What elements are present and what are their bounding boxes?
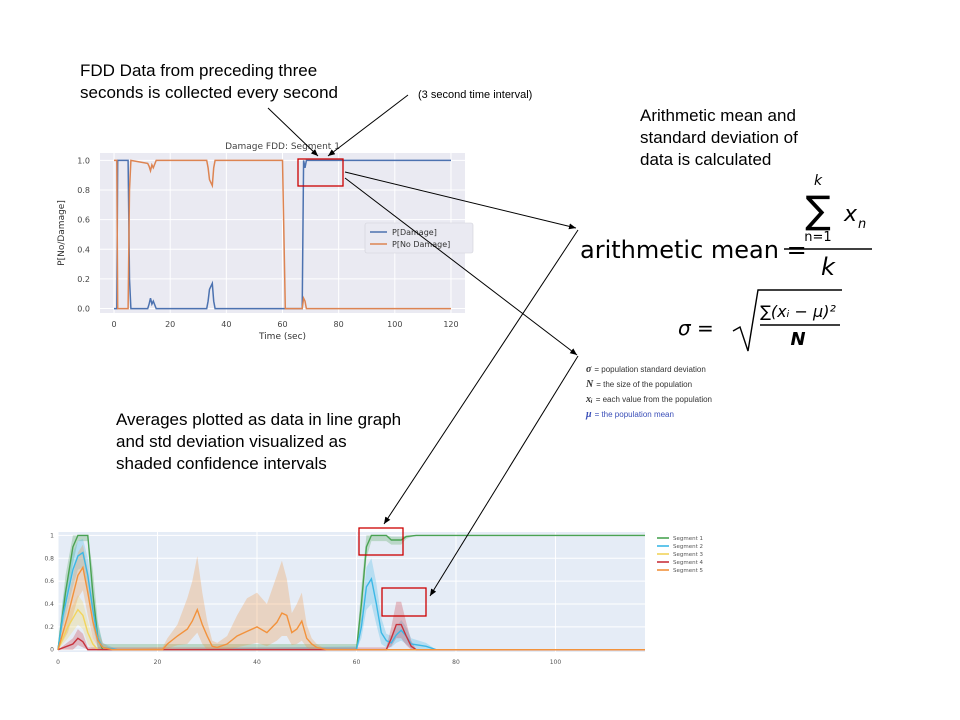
x-tick-label: 40 bbox=[221, 320, 231, 329]
arrow-to-sigma bbox=[344, 177, 578, 356]
callout-averages-line-3: shaded confidence intervals bbox=[116, 454, 327, 473]
legend-entry: Segment 5 bbox=[673, 568, 703, 574]
series-line-segment-5 bbox=[57, 565, 645, 651]
confidence-band-segment-5 bbox=[58, 544, 645, 650]
sum-icon: ∑ bbox=[805, 188, 831, 232]
x-tick-label: 20 bbox=[154, 659, 162, 666]
y-tick-label: 0.0 bbox=[77, 305, 90, 314]
sigma-denominator: N bbox=[790, 329, 805, 350]
x-tick-label: 120 bbox=[443, 320, 458, 329]
segments-average-chart: 0 20 40 60 80 100 0 0.2 0.4 0.6 0.8 1 Segment 1 Segme… bbox=[44, 532, 703, 666]
arrow-collection bbox=[267, 107, 319, 157]
series-line-no-damage bbox=[114, 159, 451, 310]
callout-statistics-line-3: data is calculated bbox=[640, 150, 772, 169]
x-tick-label: 80 bbox=[334, 320, 344, 329]
y-tick-label: 1 bbox=[50, 532, 54, 539]
mean-label: arithmetic mean = bbox=[580, 236, 807, 264]
sigma-numerator: ∑(xᵢ − μ)² bbox=[760, 302, 836, 321]
highlight-box-top bbox=[297, 158, 344, 187]
x-tick-label: 60 bbox=[353, 659, 361, 666]
plot-area bbox=[58, 532, 645, 652]
callout-collection-line-1: FDD Data from preceding three bbox=[80, 61, 318, 80]
symbol-definitions: σ = population standard deviation N = the … bbox=[586, 362, 712, 422]
definition-xi: xᵢ = each value from the population bbox=[586, 394, 713, 405]
interval-note: (3 second time interval) bbox=[418, 89, 533, 101]
numerator-variable: x bbox=[843, 202, 858, 227]
y-tick-label: 0.8 bbox=[44, 555, 54, 562]
callout-statistics-line-1: Arithmetic mean and bbox=[640, 106, 796, 125]
x-tick-label: 0 bbox=[111, 320, 116, 329]
callout-statistics-line-2: standard deviation of bbox=[640, 128, 798, 147]
x-tick-label: 20 bbox=[165, 320, 175, 329]
x-tick-label: 0 bbox=[56, 659, 60, 666]
y-tick-label: 0.6 bbox=[44, 578, 54, 585]
legend-entry: P[Damage] bbox=[392, 228, 437, 237]
numerator-subscript: n bbox=[858, 217, 866, 232]
arrow-to-segment1 bbox=[383, 229, 579, 525]
arrow-to-segment4 bbox=[429, 355, 579, 597]
legend-entry: Segment 2 bbox=[673, 544, 703, 550]
sigma-label: σ = bbox=[678, 316, 714, 340]
definition-mu: μ = the population mean bbox=[586, 409, 674, 420]
x-axis-label: Time (sec) bbox=[258, 332, 306, 342]
x-tick-label: 100 bbox=[550, 659, 562, 666]
damage-fdd-chart: 0 20 40 60 80 100 120 0.0 0.2 0.4 0.6 0.8 1.0 Damage … bbox=[57, 142, 474, 342]
sum-lower-limit: n=1 bbox=[804, 230, 831, 245]
y-tick-label: 0.4 bbox=[44, 601, 54, 608]
callout-collection-line-2: seconds is collected every second bbox=[80, 83, 338, 102]
y-tick-label: 1.0 bbox=[77, 156, 90, 165]
arrow-interval bbox=[327, 94, 409, 157]
highlight-box-segment4 bbox=[381, 587, 427, 617]
y-tick-label: 0.2 bbox=[44, 624, 54, 631]
arrow-to-mean bbox=[344, 171, 577, 230]
sqrt-icon bbox=[732, 289, 842, 352]
y-tick-label: 0.8 bbox=[77, 186, 90, 195]
x-tick-label: 60 bbox=[277, 320, 287, 329]
definition-n: N = the size of the population bbox=[586, 379, 693, 390]
sum-upper-limit: k bbox=[814, 173, 823, 189]
x-tick-label: 80 bbox=[452, 659, 460, 666]
formula-block: arithmetic mean = k ∑ x n n=1 k σ = ∑(xᵢ… bbox=[580, 173, 872, 352]
y-tick-label: 0.6 bbox=[77, 216, 90, 225]
definition-sigma: σ = population standard deviation bbox=[586, 364, 706, 375]
y-axis-label: P[No/Damage] bbox=[57, 200, 67, 266]
y-tick-label: 0.2 bbox=[77, 275, 90, 284]
highlight-box-segment1 bbox=[358, 527, 404, 556]
chart-title: Damage FDD: Segment 1 bbox=[225, 142, 340, 152]
callout-averages: Averages plotted as data in line graph a… bbox=[116, 409, 401, 475]
y-tick-label: 0.4 bbox=[77, 245, 90, 254]
callout-averages-line-1: Averages plotted as data in line graph bbox=[116, 410, 402, 429]
callout-collection: FDD Data from preceding three seconds is… bbox=[80, 60, 338, 104]
legend-entry: Segment 1 bbox=[673, 536, 703, 542]
mean-denominator: k bbox=[821, 253, 836, 281]
legend-entry: Segment 3 bbox=[673, 552, 703, 558]
callout-statistics: Arithmetic mean and standard deviation o… bbox=[640, 105, 798, 171]
legend-box bbox=[364, 222, 474, 254]
y-tick-label: 0 bbox=[50, 647, 54, 654]
series-line-segment-3 bbox=[57, 608, 645, 651]
series-line-segment-4 bbox=[57, 623, 645, 651]
x-tick-label: 100 bbox=[387, 320, 402, 329]
x-tick-label: 40 bbox=[253, 659, 261, 666]
legend-entry: P[No Damage] bbox=[392, 240, 450, 249]
legend-entry: Segment 4 bbox=[673, 560, 703, 566]
callout-averages-line-2: and std deviation visualized as bbox=[116, 432, 347, 451]
series-line-segment-1 bbox=[57, 534, 645, 651]
